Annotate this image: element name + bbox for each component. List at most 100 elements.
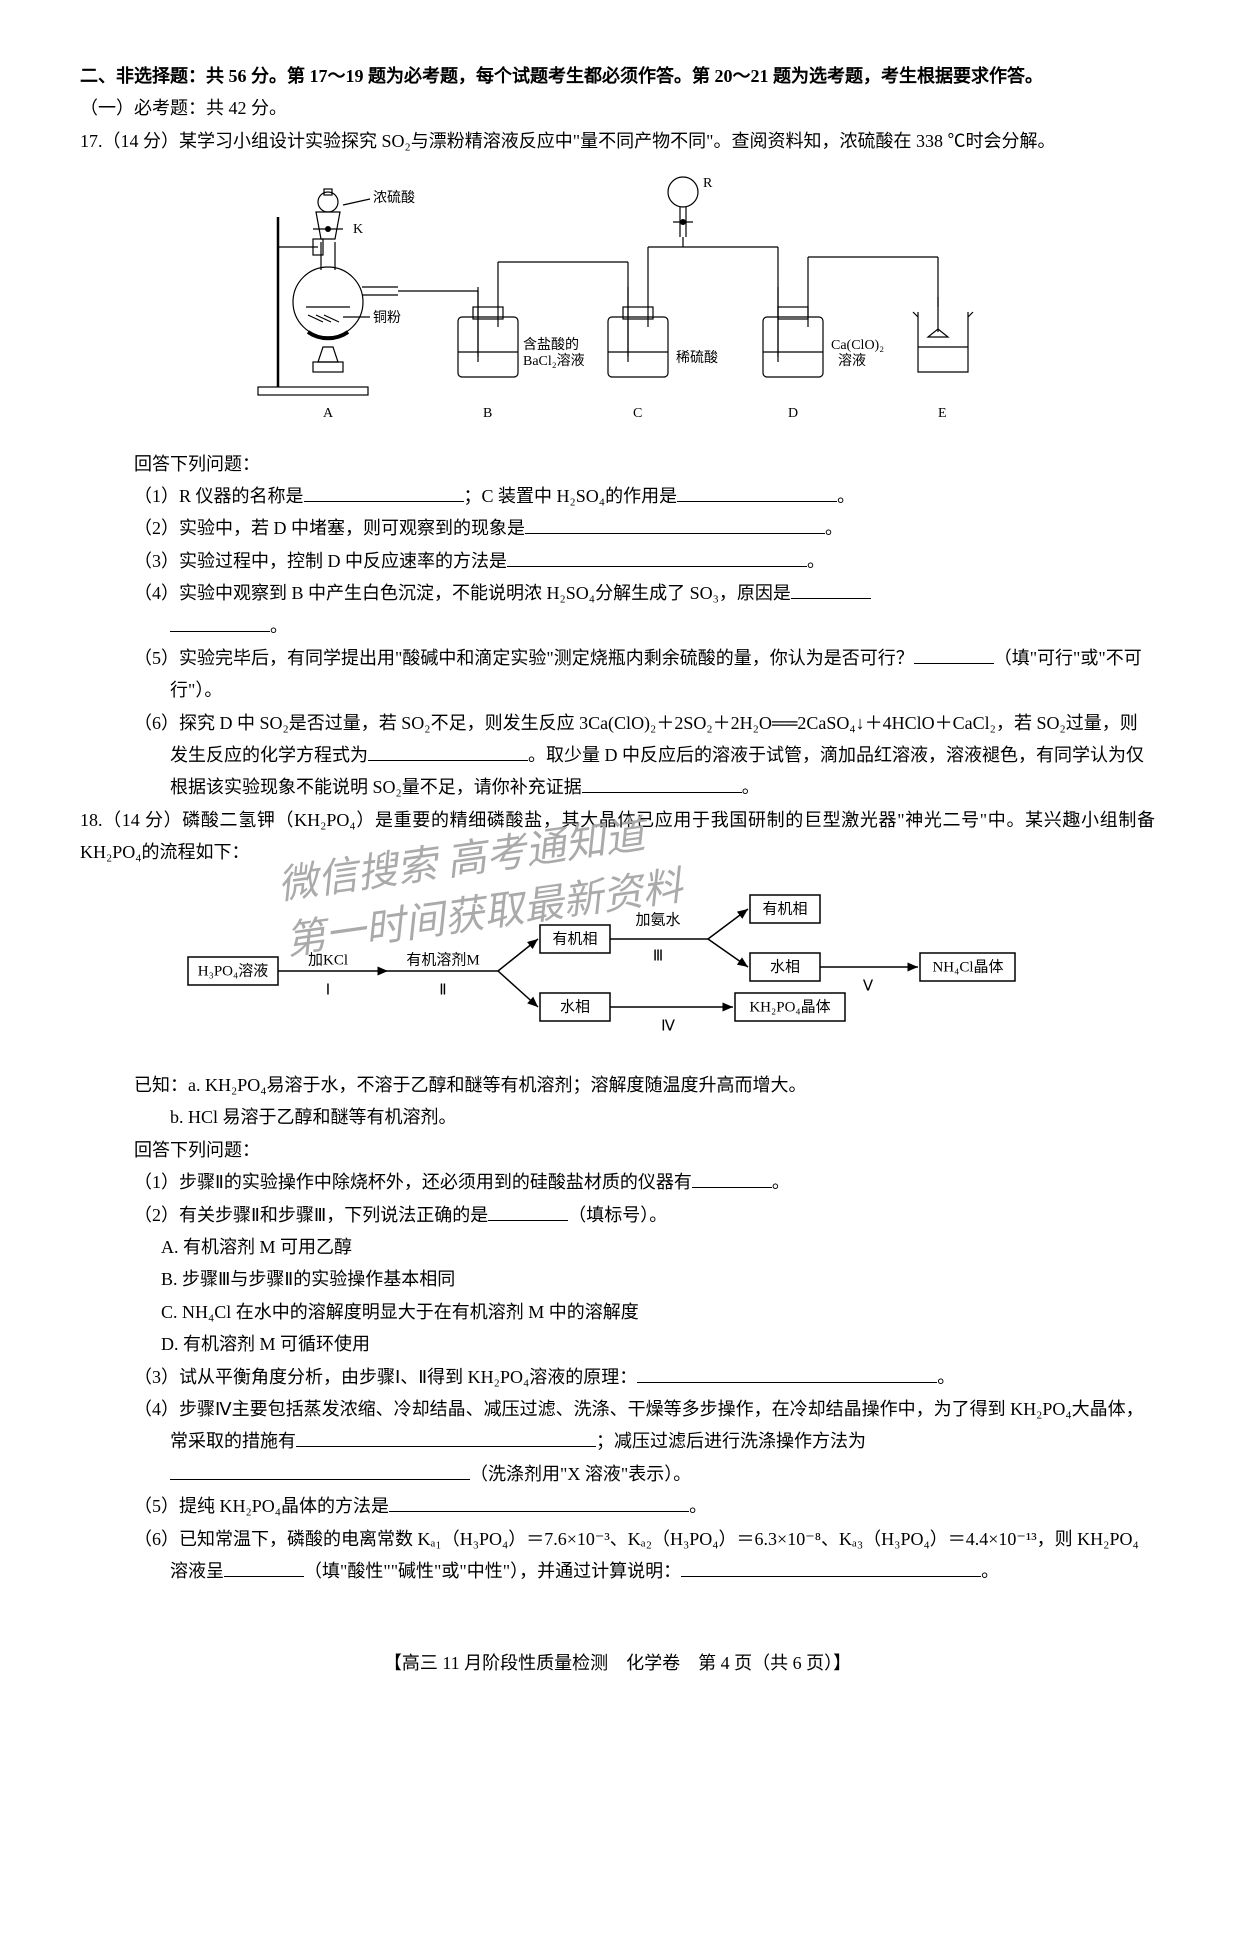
q17-3a: （3）实验过程中，控制 D 中反应速率的方法是: [134, 551, 507, 571]
label-a: A: [323, 406, 334, 421]
flow-step1: Ⅰ: [325, 982, 329, 998]
q18-stem: 磷酸二氢钾（KH₂PO₄）是重要的精细磷酸盐，其大晶体已应用于我国研制的巨型激光…: [80, 810, 1155, 862]
q18-5: （5）提纯 KH₂PO₄晶体的方法是 。: [134, 1490, 1155, 1522]
q18-prompt: 回答下列问题：: [80, 1134, 1155, 1166]
q18-6c: 。: [981, 1561, 999, 1581]
q17-6: （6）探究 D 中 SO₂是否过量，若 SO₂不足，则发生反应 3Ca(ClO)…: [134, 707, 1155, 804]
q17-4a: （4）实验中观察到 B 中产生白色沉淀，不能说明浓 H₂SO₄分解生成了 SO₃…: [134, 583, 791, 603]
label-caclo2: Ca(ClO)₂: [831, 338, 884, 353]
blank: [692, 1167, 772, 1189]
q18-1a: （1）步骤Ⅱ的实验操作中除烧杯外，还必须用到的硅酸盐材质的仪器有: [134, 1172, 692, 1192]
q18: 18.（14 分）磷酸二氢钾（KH₂PO₄）是重要的精细磷酸盐，其大晶体已应用于…: [80, 804, 1155, 869]
label-cu: 铜粉: [373, 310, 401, 326]
q18-optD: D. 有机溶剂 M 可循环使用: [80, 1328, 1155, 1360]
q18-4b: ；减压过滤后进行洗涤操作方法为: [596, 1431, 866, 1451]
blank: [170, 1458, 470, 1480]
q17-num: 17.: [80, 131, 103, 151]
q18-2a: （2）有关步骤Ⅱ和步骤Ⅲ，下列说法正确的是: [134, 1205, 488, 1225]
blank: [914, 642, 994, 664]
label-d: D: [788, 406, 798, 421]
label-e: E: [938, 406, 947, 421]
q18-1b: 。: [772, 1172, 790, 1192]
q17-1: （1）R 仪器的名称是 ；C 装置中 H₂SO₄的作用是 。: [134, 480, 1155, 512]
q18-5a: （5）提纯 KH₂PO₄晶体的方法是: [134, 1496, 389, 1516]
blank: [681, 1555, 981, 1577]
blank: [304, 480, 464, 502]
flow-h3po4: H₃PO₄溶液: [197, 962, 267, 979]
blank: [582, 772, 742, 794]
q18-known-b: b. HCl 易溶于乙醇和醚等有机溶剂。: [80, 1101, 1155, 1133]
q18-3a: （3）试从平衡角度分析，由步骤Ⅰ、Ⅱ得到 KH₂PO₄溶液的原理：: [134, 1367, 637, 1387]
q18-optB: B. 步骤Ⅲ与步骤Ⅱ的实验操作基本相同: [80, 1263, 1155, 1295]
q17-2b: 。: [825, 518, 843, 538]
q18-6: （6）已知常温下，磷酸的电离常数 Kₐ₁（H₃PO₄）＝7.6×10⁻³、Kₐ₂…: [134, 1523, 1155, 1588]
page-footer: 【高三 11 月阶段性质量检测 化学卷 第 4 页（共 6 页）】: [80, 1647, 1155, 1679]
q17-points: （14 分）: [103, 131, 180, 151]
label-bacl2b: BaCl₂溶液: [523, 353, 585, 369]
blank: [637, 1361, 937, 1383]
blank: [170, 610, 270, 632]
q18-6b: （填"酸性""碱性"或"中性"），并通过计算说明：: [304, 1561, 681, 1581]
q18-diagram: H₃PO₄溶液 加KCl Ⅰ 有机溶剂M Ⅱ 有机相 水相 加氨水 Ⅲ 有机相 …: [80, 879, 1155, 1059]
q18-2b: （填标号）。: [568, 1205, 667, 1225]
q18-optC: C. NH₄Cl 在水中的溶解度明显大于在有机溶剂 M 中的溶解度: [80, 1296, 1155, 1328]
flow-nh3: 加氨水: [635, 911, 680, 928]
label-r: R: [703, 176, 713, 191]
q18-5b: 。: [689, 1496, 707, 1516]
q17-4b: 。: [270, 616, 288, 636]
blank: [507, 545, 807, 567]
q17-3b: 。: [807, 551, 825, 571]
blank: [488, 1199, 568, 1221]
flow-org2: 有机相: [762, 900, 807, 917]
q17-6c: 。: [742, 777, 760, 797]
flow-step5: Ⅴ: [862, 978, 873, 994]
label-bacl2a: 含盐酸的: [523, 337, 579, 353]
flow-step3: Ⅲ: [652, 948, 662, 964]
q17: 17.（14 分）某学习小组设计实验探究 SO₂与漂粉精溶液反应中"量不同产物不…: [80, 125, 1155, 157]
blank: [525, 513, 825, 535]
q18-4: （4）步骤Ⅳ主要包括蒸发浓缩、冷却结晶、减压过滤、洗涤、干燥等多步操作，在冷却结…: [134, 1393, 1155, 1490]
q18-known-a: 已知：a. KH₂PO₄易溶于水，不溶于乙醇和醚等有机溶剂；溶解度随温度升高而增…: [80, 1069, 1155, 1101]
flow-solvent: 有机溶剂M: [406, 951, 479, 968]
part-heading: （一）必考题：共 42 分。: [80, 92, 1155, 124]
blank: [368, 739, 528, 761]
q18-optA: A. 有机溶剂 M 可用乙醇: [80, 1231, 1155, 1263]
flow-water2: 水相: [769, 958, 799, 975]
label-c: C: [633, 406, 642, 421]
q18-3: （3）试从平衡角度分析，由步骤Ⅰ、Ⅱ得到 KH₂PO₄溶液的原理： 。: [134, 1361, 1155, 1393]
flow-kcl: 加KCl: [307, 951, 347, 968]
q17-5: （5）实验完毕后，有同学提出用"酸碱中和滴定实验"测定烧瓶内剩余硫酸的量，你认为…: [134, 642, 1155, 707]
q17-2a: （2）实验中，若 D 中堵塞，则可观察到的现象是: [134, 518, 525, 538]
q17-3: （3）实验过程中，控制 D 中反应速率的方法是 。: [134, 545, 1155, 577]
q17-1b: ；C 装置中 H₂SO₄的作用是: [464, 486, 678, 506]
label-h2so4: 浓硫酸: [373, 190, 415, 206]
blank: [389, 1491, 689, 1513]
q18-num: 18.: [80, 810, 103, 830]
label-b: B: [483, 406, 492, 421]
section-heading: 二、非选择题：共 56 分。第 17～19 题为必考题，每个试题考生都必须作答。…: [80, 60, 1155, 92]
label-caclo2b: 溶液: [838, 353, 866, 369]
blank: [791, 578, 871, 600]
q18-points: （14 分）: [103, 810, 183, 830]
flow-water1: 水相: [559, 998, 589, 1015]
q17-4b-line: 。: [116, 610, 1155, 642]
q17-4: （4）实验中观察到 B 中产生白色沉淀，不能说明浓 H₂SO₄分解生成了 SO₃…: [134, 577, 1155, 609]
q17-5a: （5）实验完毕后，有同学提出用"酸碱中和滴定实验"测定烧瓶内剩余硫酸的量，你认为…: [134, 648, 914, 668]
q18-1: （1）步骤Ⅱ的实验操作中除烧杯外，还必须用到的硅酸盐材质的仪器有 。: [134, 1166, 1155, 1198]
label-k: K: [353, 222, 363, 237]
q17-2: （2）实验中，若 D 中堵塞，则可观察到的现象是 。: [134, 512, 1155, 544]
flow-kh2po4: KH₂PO₄晶体: [749, 998, 830, 1015]
blank: [296, 1426, 596, 1448]
flow-nh4cl: NH₄Cl晶体: [932, 958, 1003, 975]
q18-2: （2）有关步骤Ⅱ和步骤Ⅲ，下列说法正确的是 （填标号）。: [134, 1199, 1155, 1231]
flow-step4: Ⅳ: [661, 1018, 675, 1034]
blank: [224, 1555, 304, 1577]
q17-diagram: 浓硫酸 K 铜粉 A 含盐酸的 BaCl₂溶液 B: [80, 167, 1155, 437]
q17-1a: （1）R 仪器的名称是: [134, 486, 304, 506]
q17-stem: 某学习小组设计实验探究 SO₂与漂粉精溶液反应中"量不同产物不同"。查阅资料知，…: [179, 131, 1055, 151]
blank: [677, 480, 837, 502]
label-dilute: 稀硫酸: [676, 350, 718, 366]
q17-1c: 。: [837, 486, 855, 506]
q17-prompt: 回答下列问题：: [80, 448, 1155, 480]
q18-3b: 。: [937, 1367, 955, 1387]
